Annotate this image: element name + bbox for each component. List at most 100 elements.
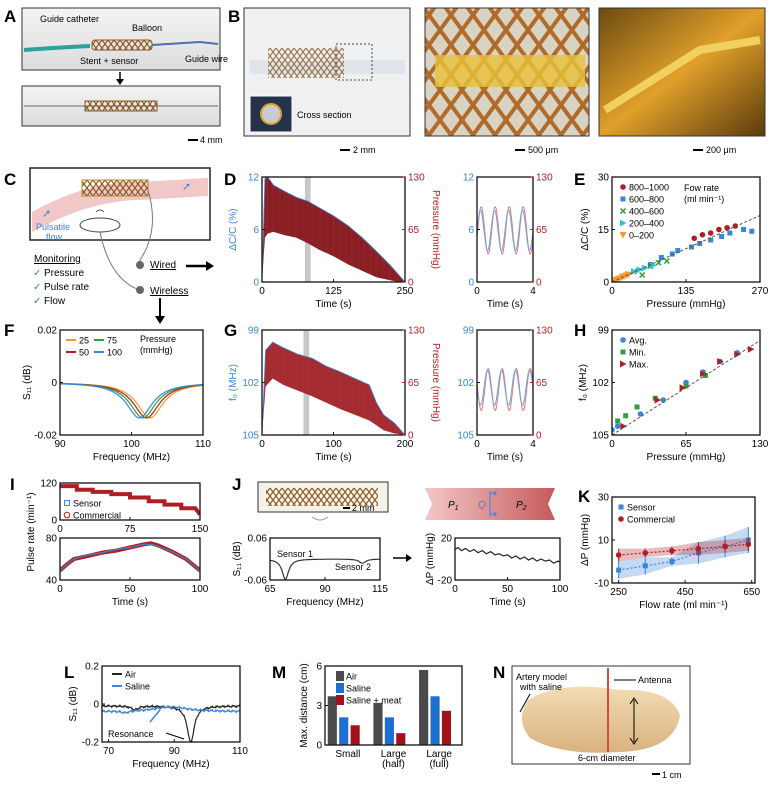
panel-label-k: K (578, 487, 591, 506)
series-commercial-point (615, 552, 622, 558)
x-axis-label: Time (s) (489, 597, 525, 608)
label-resonance: Resonance (108, 729, 154, 739)
chart-l: 70 90 110 -0.2 0 0.2 Frequency (MHz) S₁₁ (dB) Ai… (68, 662, 248, 771)
legend-marker (620, 360, 627, 368)
x-tick-label: 0 (609, 286, 615, 297)
bar-air (373, 702, 383, 745)
wireless-line (99, 231, 141, 291)
y-right-tick-label: 65 (536, 225, 548, 236)
chart-i-bottom: 0 50 100 40 80 Time (s) (46, 534, 209, 609)
bar-saline (339, 717, 349, 745)
series-max--point (700, 370, 707, 378)
category-label: (half) (382, 759, 405, 770)
plot-area (455, 546, 560, 564)
legend-label: Commercial (627, 515, 675, 525)
panel-label-g: G (224, 321, 237, 340)
x-tick-label: 135 (678, 286, 695, 297)
y-tick-label: 15 (598, 225, 610, 236)
x-tick-label: 4 (530, 286, 536, 297)
series-max--point (620, 422, 627, 430)
y-right-tick-label: 0 (408, 278, 414, 289)
fit-line (612, 340, 760, 435)
y-tick-label: 0 (51, 516, 57, 527)
y-tick-label: 0 (253, 278, 259, 289)
series-commercial-point (745, 541, 752, 548)
stent-shape (91, 39, 153, 51)
series-1 (60, 543, 200, 571)
fit-line (612, 215, 760, 282)
y-tick-label: 99 (248, 326, 260, 337)
series-min--point (623, 413, 629, 419)
y-tick-label: 0 (603, 278, 609, 289)
y-tick-label: 0 (468, 278, 474, 289)
panel-label-c: C (4, 170, 16, 189)
y-tick-label: 0 (316, 741, 322, 752)
label-wireless: Wireless (150, 286, 188, 297)
series-saline (102, 704, 240, 715)
label-artery2: with saline (519, 682, 562, 692)
series-600-800-point (727, 230, 733, 236)
y-tick-label: 0.02 (38, 326, 58, 337)
series-commercial-point (642, 550, 649, 556)
series-1 (477, 209, 533, 252)
x-axis-label: Time (s) (315, 452, 351, 463)
x-tick-label: 250 (610, 587, 627, 598)
scale-label-j: 2 mm (352, 503, 375, 513)
x-tick-label: 0 (474, 286, 480, 297)
series-0-blue-trace (262, 341, 405, 435)
legend-title: (ml min⁻¹) (684, 194, 724, 204)
y-tick-label: 99 (598, 326, 610, 337)
artery-shape (32, 178, 208, 232)
monitor-item-pulse: Pulse rate (44, 282, 89, 293)
y-right-tick-label: 0 (408, 431, 414, 442)
series-0 (455, 546, 560, 564)
panel-label-e: E (574, 170, 585, 189)
legend-label: Max. (629, 360, 649, 370)
bar-saline (430, 696, 440, 745)
y-axis-label: f₀ (MHz) (578, 364, 589, 401)
resonance-arrow-icon (165, 732, 185, 740)
y-right-axis-label: Pressure (mmHg) (430, 190, 441, 269)
label-sensor2: Sensor 2 (335, 562, 371, 572)
legend-label: Sensor (627, 503, 656, 513)
y-axis-label: S₁₁ (dB) (68, 686, 79, 721)
series-1 (477, 369, 533, 406)
series-200-400-point (641, 264, 649, 272)
bar-saline-meat (441, 710, 452, 745)
series-600-800-point (688, 244, 694, 250)
check-icon: ✓ (33, 296, 41, 307)
legend-title: Pressure (140, 334, 176, 344)
y-tick-label: 0.2 (85, 662, 99, 673)
plot-area (262, 330, 405, 435)
label-pulsatile: Pulsatile (36, 222, 70, 232)
label-artery: Artery model (516, 672, 567, 682)
plot-area (612, 340, 760, 435)
series-800-1000-point (707, 230, 714, 236)
y-right-tick-label: 130 (408, 326, 425, 337)
legend-label: Avg. (629, 336, 647, 346)
x-tick-label: 270 (752, 286, 769, 297)
legend-label: Saline (125, 682, 150, 692)
x-tick-label: 110 (195, 439, 211, 450)
x-tick-label: 130 (752, 439, 769, 450)
label-guide-catheter: Guide catheter (40, 14, 99, 24)
x-axis-label: Time (s) (315, 299, 351, 310)
x-tick-label: 90 (54, 439, 66, 450)
series-0 (270, 558, 380, 580)
legend-marker (64, 500, 70, 506)
x-tick-label: 0 (452, 584, 458, 595)
plot-area (612, 215, 760, 282)
series-sensor-point (616, 567, 622, 573)
panel-label-b: B (228, 7, 240, 26)
series-600-800-point (669, 251, 675, 257)
p1-sub: 1 (455, 505, 459, 512)
y-tick-label: 0 (93, 700, 99, 711)
series-400-600-point (655, 259, 662, 266)
arrowheads-icon (629, 697, 639, 745)
series-min--point (615, 418, 621, 424)
y-tick-label: 10 (598, 536, 610, 547)
